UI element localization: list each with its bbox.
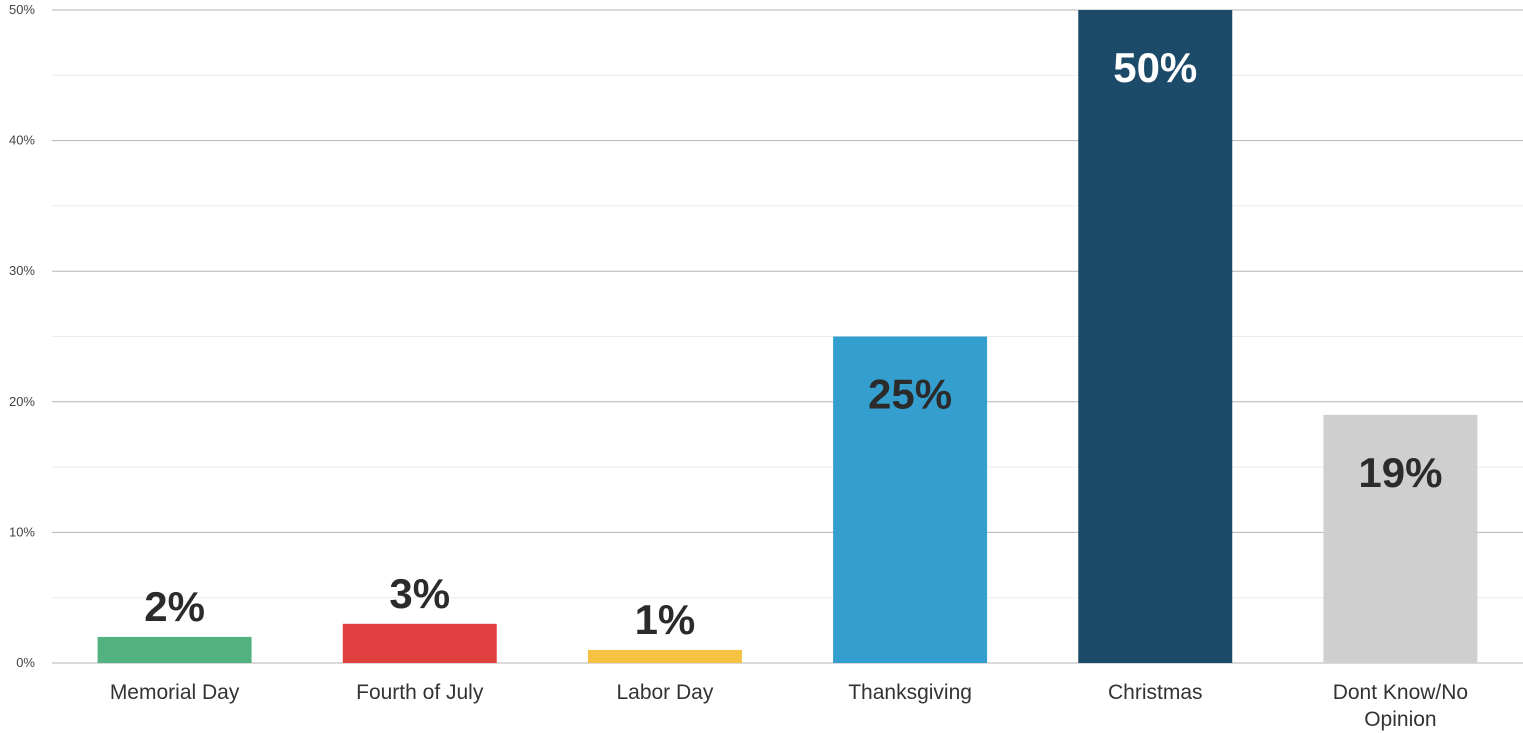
y-tick-label: 0%: [16, 655, 35, 670]
data-label: 25%: [868, 371, 952, 418]
x-tick-label: Thanksgiving: [848, 681, 972, 704]
y-tick-label: 10%: [9, 524, 35, 539]
x-tick-label: Fourth of July: [356, 681, 484, 704]
y-tick-label: 30%: [9, 263, 35, 278]
data-label: 50%: [1113, 44, 1197, 91]
bar: [833, 336, 988, 663]
bar: [1323, 414, 1478, 663]
x-tick-label: Dont Know/No Opinion: [1333, 681, 1468, 731]
bars: 2% 3% 1% 25% 50% 19%: [97, 10, 1478, 663]
x-tick-label: Labor Day: [616, 681, 713, 704]
gridlines: [52, 9, 1523, 664]
data-label: 2%: [144, 583, 205, 630]
x-axis: Memorial Day Fourth of July Labor Day Thank…: [110, 681, 1468, 731]
y-tick-label: 20%: [9, 394, 35, 409]
data-label: 3%: [389, 570, 450, 617]
y-tick-label: 40%: [9, 133, 35, 148]
bar: [1078, 10, 1233, 663]
x-tick-label: Memorial Day: [110, 681, 240, 704]
data-label: 1%: [635, 596, 696, 643]
x-tick-label: Christmas: [1108, 681, 1203, 704]
bar: [97, 636, 252, 663]
data-label: 19%: [1358, 449, 1442, 496]
y-tick-label: 50%: [9, 2, 35, 17]
bar: [342, 623, 497, 663]
y-axis: 0% 10% 20% 30% 40% 50%: [9, 2, 35, 670]
bar: [587, 649, 742, 663]
